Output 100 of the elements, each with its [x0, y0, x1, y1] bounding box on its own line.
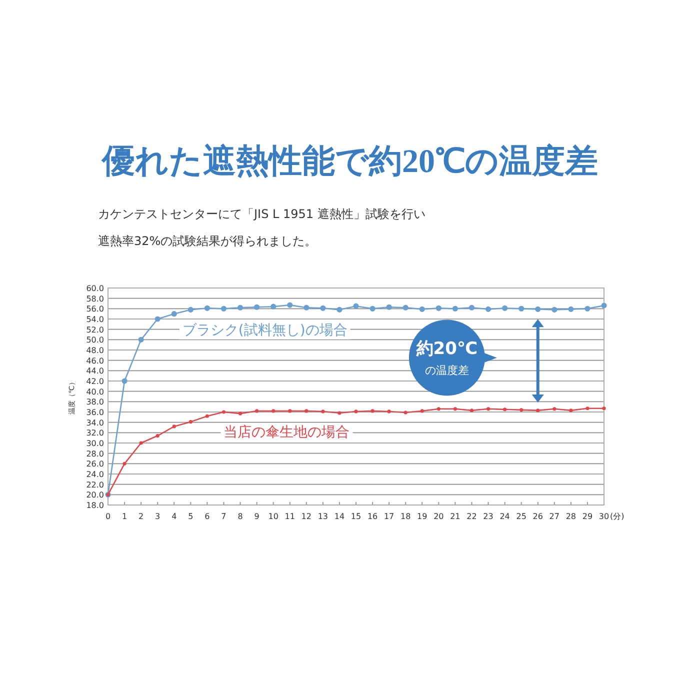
point — [122, 378, 128, 384]
point — [188, 306, 194, 312]
y-tick-label: 42.0 — [86, 377, 104, 386]
point — [552, 306, 558, 312]
point — [321, 410, 325, 414]
x-tick-label: 12 — [301, 512, 312, 521]
point — [353, 303, 359, 309]
point — [304, 409, 308, 413]
point — [287, 302, 293, 308]
point — [138, 336, 144, 342]
point — [568, 306, 574, 312]
y-tick-label: 54.0 — [86, 315, 104, 324]
x-tick-label: 14 — [334, 512, 345, 521]
x-tick-label: 25 — [516, 512, 526, 521]
point — [602, 406, 606, 410]
point — [238, 412, 242, 416]
point — [304, 304, 310, 310]
y-tick-label: 60.0 — [86, 284, 104, 293]
point — [404, 410, 408, 414]
point — [255, 409, 259, 413]
x-tick-label: 15 — [350, 512, 362, 521]
y-tick-label: 36.0 — [86, 408, 104, 417]
x-tick-label: 4 — [172, 512, 177, 521]
point — [370, 409, 374, 413]
y-tick-label: 48.0 — [86, 346, 104, 355]
series-label: 当店の傘生地の場合 — [224, 424, 350, 441]
point — [220, 306, 227, 312]
y-tick-label: 32.0 — [86, 428, 104, 438]
x-tick-label: 7 — [221, 512, 226, 521]
x-tick-label: 11 — [284, 512, 295, 521]
annotation: 約20℃ の温度差 — [415, 338, 478, 377]
point — [419, 306, 425, 312]
point — [204, 305, 210, 311]
x-tick-label: 27 — [549, 512, 560, 521]
x-tick-label: 8 — [238, 512, 243, 521]
point — [470, 408, 474, 412]
series-label: ブラシク(試料無し)の場合 — [182, 322, 348, 338]
point — [205, 414, 209, 418]
point — [586, 406, 590, 410]
y-tick-label: 58.0 — [86, 294, 104, 304]
y-tick-label: 44.0 — [86, 366, 104, 376]
y-tick-label: 20.0 — [86, 490, 104, 500]
x-tick-label: 24 — [500, 512, 510, 521]
point — [370, 306, 376, 312]
point — [387, 410, 391, 414]
point — [502, 305, 508, 311]
point — [536, 408, 540, 412]
point — [172, 424, 176, 428]
point — [237, 304, 244, 310]
point — [436, 305, 442, 311]
point — [584, 306, 590, 312]
text: 遮熱率32%の試験結果が得られました。 — [98, 234, 317, 248]
x-tick-label: 23 — [483, 512, 494, 521]
y-tick-label: 18.0 — [86, 501, 104, 510]
point — [154, 316, 160, 322]
y-tick-label: 34.0 — [86, 418, 104, 428]
point — [288, 409, 292, 413]
point — [254, 304, 260, 310]
x-tick-label: 21 — [450, 512, 460, 521]
y-tick-label: 46.0 — [86, 356, 104, 366]
y-tick-label: 22.0 — [86, 480, 104, 490]
point — [402, 304, 408, 310]
point — [601, 302, 607, 308]
y-tick-label: 24.0 — [86, 470, 104, 479]
point — [518, 306, 524, 312]
x-tick-label: 18 — [400, 512, 411, 521]
chart-title: 優れた遮熱性能で約20℃の温度差 — [101, 143, 598, 180]
x-tick-label: 17 — [384, 512, 394, 521]
point — [569, 408, 573, 412]
x-tick-label: 16 — [367, 512, 378, 521]
y-tick-label: 50.0 — [86, 336, 104, 345]
y-tick-label: 30.0 — [86, 439, 104, 448]
x-axis-title: (分) — [610, 512, 624, 521]
x-tick-label: 5 — [188, 512, 194, 521]
chart-subtitle: カケンテストセンターにて「JIS L 1951 遮熱性」試験を行い — [98, 207, 426, 221]
x-tick-label: 28 — [566, 512, 576, 521]
x-tick-label: 0 — [105, 512, 111, 521]
point — [535, 306, 541, 312]
x-tick-label: 26 — [532, 512, 543, 521]
x-tick-label: 6 — [204, 512, 210, 521]
x-tick-label: 30 — [598, 512, 610, 521]
point — [354, 410, 358, 414]
point — [436, 407, 440, 411]
x-tick-label: 22 — [466, 512, 477, 521]
point — [453, 407, 457, 411]
point — [188, 420, 192, 424]
point — [222, 410, 226, 414]
x-tick-label: 20 — [434, 512, 444, 521]
x-tick-label: 9 — [254, 512, 260, 521]
y-tick-label: 40.0 — [86, 387, 104, 396]
x-tick-label: 19 — [417, 512, 428, 521]
point — [272, 409, 276, 413]
y-tick-label: 28.0 — [86, 449, 104, 458]
point — [171, 311, 177, 317]
point — [156, 434, 160, 438]
point — [552, 407, 556, 411]
point — [485, 306, 492, 312]
point — [338, 411, 342, 415]
point — [386, 304, 392, 310]
y-tick-label: 26.0 — [86, 460, 104, 469]
